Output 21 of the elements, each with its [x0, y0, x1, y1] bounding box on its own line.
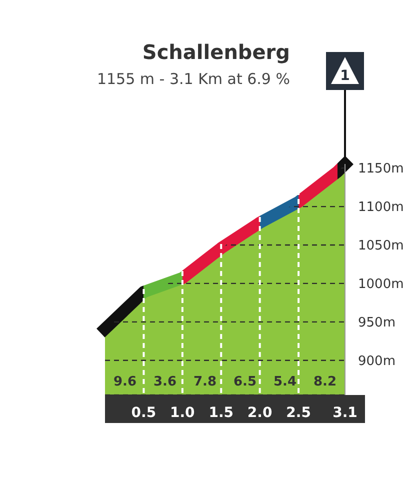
- annotation: 7.8: [193, 374, 217, 390]
- y-tick-label: 950m: [358, 316, 396, 331]
- annotation: 1: [340, 68, 350, 84]
- x-tick-label: 0.5: [131, 404, 156, 421]
- y-tick-label: 900m: [358, 354, 396, 369]
- annotation: 9.6: [113, 374, 137, 390]
- y-tick-label: 1150m: [358, 162, 404, 177]
- annotation: 5.4: [273, 374, 297, 390]
- annotation: 6.5: [233, 374, 257, 390]
- y-tick-label: 1050m: [358, 238, 404, 254]
- x-tick-label: 2.5: [286, 404, 311, 421]
- x-tick-label: 2.0: [247, 404, 272, 421]
- chart-subtitle: 1155 m - 3.1 Km at 6.9 %: [96, 70, 290, 88]
- chart-title: Schallenberg: [142, 40, 290, 64]
- x-tick-label: 1.5: [208, 404, 234, 421]
- annotation: 8.2: [313, 374, 337, 390]
- y-tick-label: 1100m: [358, 200, 404, 216]
- x-tick-label: 1.0: [170, 404, 196, 421]
- y-tick-label: 1000m: [358, 277, 404, 292]
- annotation: 3.6: [153, 374, 177, 390]
- x-tick-label: 3.1: [332, 404, 358, 421]
